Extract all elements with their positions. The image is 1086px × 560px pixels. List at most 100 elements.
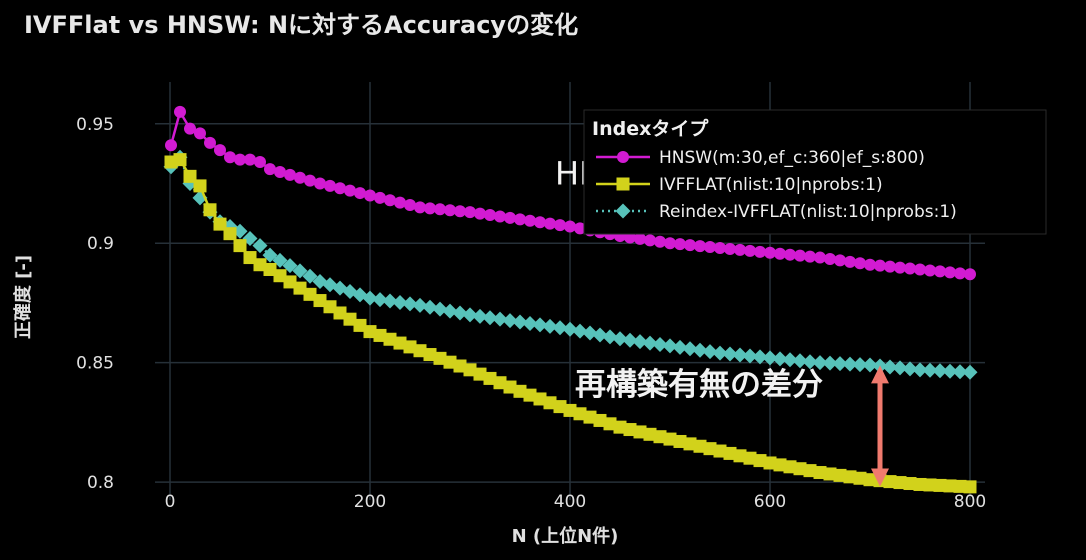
data-point — [554, 219, 566, 232]
data-point — [622, 332, 638, 348]
data-point — [174, 105, 186, 118]
data-point — [193, 179, 207, 193]
data-point — [894, 261, 906, 274]
data-point — [783, 460, 797, 474]
data-point — [294, 171, 306, 184]
data-point — [402, 296, 418, 312]
legend-marker — [616, 177, 630, 191]
data-point — [764, 246, 776, 259]
y-tick-label: 0.8 — [87, 473, 114, 493]
data-point — [474, 207, 486, 220]
data-point — [884, 260, 896, 273]
data-point — [563, 403, 577, 417]
data-point — [362, 290, 378, 306]
data-point — [492, 311, 508, 327]
data-point — [234, 153, 246, 166]
x-tick-label: 800 — [954, 492, 986, 512]
data-point — [733, 449, 747, 463]
data-point — [503, 380, 517, 394]
data-point — [904, 262, 916, 275]
y-tick-label: 0.85 — [76, 354, 114, 374]
data-point — [664, 237, 676, 250]
chart-title: IVFFlat vs HNSW: Nに対するAccuracyの変化 — [24, 11, 578, 39]
data-point — [244, 153, 256, 166]
data-point — [553, 400, 567, 414]
data-point — [602, 329, 618, 345]
data-point — [253, 258, 267, 272]
data-point — [734, 243, 746, 256]
data-point — [714, 242, 726, 255]
y-axis-title: 正確度 [-] — [12, 255, 34, 339]
data-point — [893, 476, 907, 490]
data-point — [204, 136, 216, 149]
data-point — [562, 321, 578, 337]
data-point — [434, 203, 446, 216]
data-point — [304, 174, 316, 187]
legend-item-1[interactable]: IVFFLAT(nlist:10|nprobs:1) — [596, 175, 883, 195]
legend[interactable]: Indexタイプ HNSW(m:30,ef_c:360|ef_s:800) IVF… — [583, 109, 1047, 235]
arrow-head-up — [871, 365, 889, 384]
data-point — [354, 187, 366, 200]
data-point — [634, 232, 646, 245]
legend-item-0[interactable]: HNSW(m:30,ef_c:360|ef_s:800) — [596, 148, 925, 168]
data-point — [963, 480, 977, 494]
data-point — [344, 184, 356, 197]
data-point — [712, 345, 728, 361]
data-point — [472, 308, 488, 324]
data-point — [524, 214, 536, 227]
data-point — [482, 310, 498, 326]
data-point — [444, 204, 456, 217]
data-point — [374, 191, 386, 204]
data-point — [263, 263, 277, 277]
legend-item-2[interactable]: Reindex-IVFFLAT(nlist:10|nprobs:1) — [596, 202, 957, 222]
data-point — [403, 340, 417, 354]
data-point — [862, 357, 878, 373]
data-point — [703, 442, 717, 456]
data-point — [534, 216, 546, 229]
data-point — [702, 344, 718, 360]
x-tick-label: 400 — [554, 492, 586, 512]
data-point — [902, 361, 918, 377]
series-2 — [163, 149, 978, 380]
data-point — [642, 335, 658, 351]
data-point — [844, 255, 856, 268]
data-point — [954, 267, 966, 280]
data-point — [364, 189, 376, 202]
data-point — [914, 263, 926, 276]
y-tick-label: 0.95 — [76, 115, 114, 135]
data-point — [923, 478, 937, 492]
data-point — [194, 127, 206, 140]
data-point — [544, 217, 556, 230]
x-tick-label: 200 — [354, 492, 386, 512]
data-point — [413, 344, 427, 358]
data-point — [834, 254, 846, 267]
data-point — [183, 169, 197, 183]
data-point — [814, 251, 826, 264]
data-point — [173, 153, 187, 167]
data-point — [513, 384, 527, 398]
data-point — [463, 363, 477, 377]
data-point — [414, 201, 426, 214]
legend-box — [583, 109, 1047, 235]
data-point — [443, 355, 457, 369]
data-point — [432, 301, 448, 317]
data-point — [184, 122, 196, 135]
data-point — [753, 454, 767, 468]
data-point — [962, 364, 978, 380]
data-point — [822, 355, 838, 371]
data-point — [442, 303, 458, 319]
data-point — [713, 444, 727, 458]
data-point — [324, 179, 336, 192]
data-point — [454, 205, 466, 218]
data-point — [633, 425, 647, 439]
data-point — [912, 362, 928, 378]
data-point — [423, 348, 437, 362]
data-point — [813, 466, 827, 480]
data-point — [522, 315, 538, 331]
data-point — [314, 177, 326, 190]
data-point — [673, 434, 687, 448]
x-tick-label: 600 — [754, 492, 786, 512]
data-point — [672, 339, 688, 355]
data-point — [842, 356, 858, 372]
